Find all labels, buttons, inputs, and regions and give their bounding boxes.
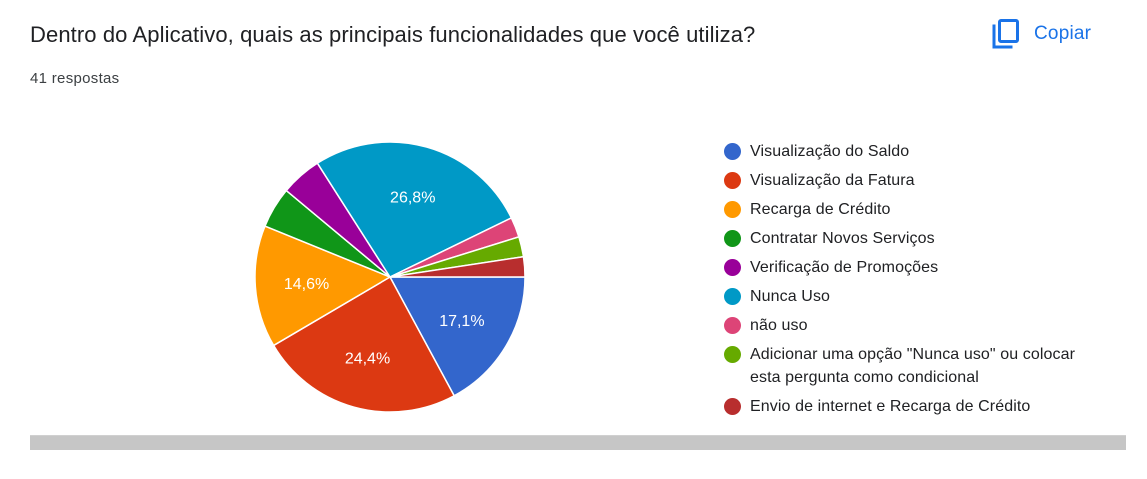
copy-label: Copiar <box>1034 23 1092 44</box>
pie-slice[interactable] <box>254 225 392 347</box>
pie-slice[interactable] <box>272 275 456 413</box>
legend-label: Recarga de Crédito <box>750 201 891 218</box>
legend-item[interactable]: Adicionar uma opção "Nunca uso" ou coloc… <box>724 343 1084 389</box>
legend-label: não uso <box>750 317 808 334</box>
legend-color-dot <box>724 398 741 415</box>
slice-percent-label: 14,6% <box>284 276 329 293</box>
legend-color-dot <box>724 172 741 189</box>
pie-chart: 17,1% 24,4% 14,6% 26,8% <box>254 141 526 413</box>
pie-slice[interactable] <box>316 141 513 278</box>
legend-label: Contratar Novos Serviços <box>750 230 935 247</box>
question-title: Dentro do Aplicativo, quais as principai… <box>30 22 756 47</box>
legend-label: Nunca Uso <box>750 288 831 305</box>
legend-color-dot <box>724 317 741 334</box>
copy-button[interactable]: Copiar <box>984 14 1101 54</box>
legend-item[interactable]: Envio de internet e Recarga de Crédito <box>724 395 1084 418</box>
slice-percent-label: 26,8% <box>390 189 435 206</box>
legend-item[interactable]: Verificação de Promoções <box>724 256 1084 279</box>
legend-label: Envio de internet e Recarga de Crédito <box>750 398 1031 415</box>
legend-color-dot <box>724 143 741 160</box>
legend-item[interactable]: não uso <box>724 314 1084 337</box>
horizontal-scrollbar[interactable] <box>30 435 1126 451</box>
legend-color-dot <box>724 201 741 218</box>
legend-color-dot <box>724 346 741 363</box>
scrollbar-thumb[interactable] <box>30 436 1126 450</box>
slice-percent-label: 24,4% <box>345 351 390 368</box>
legend-label: Adicionar uma opção "Nunca uso" ou coloc… <box>750 346 1076 386</box>
copy-icon <box>992 19 1019 49</box>
pie-slice[interactable] <box>389 255 526 278</box>
legend-item[interactable]: Visualização do Saldo <box>724 140 1084 163</box>
chart-legend: Visualização do Saldo Visualização da Fat… <box>724 140 1084 424</box>
pie-slice[interactable] <box>388 276 526 397</box>
legend-item[interactable]: Nunca Uso <box>724 285 1084 308</box>
legend-item[interactable]: Recarga de Crédito <box>724 198 1084 221</box>
legend-label: Visualização da Fatura <box>750 172 915 189</box>
legend-color-dot <box>724 288 741 305</box>
response-count: 41 respostas <box>30 70 120 87</box>
legend-item[interactable]: Contratar Novos Serviços <box>724 227 1084 250</box>
legend-label: Verificação de Promoções <box>750 259 939 276</box>
legend-item[interactable]: Visualização da Fatura <box>724 169 1084 192</box>
slice-percent-label: 17,1% <box>439 313 484 330</box>
legend-label: Visualização do Saldo <box>750 143 910 160</box>
legend-color-dot <box>724 259 741 276</box>
legend-color-dot <box>724 230 741 247</box>
